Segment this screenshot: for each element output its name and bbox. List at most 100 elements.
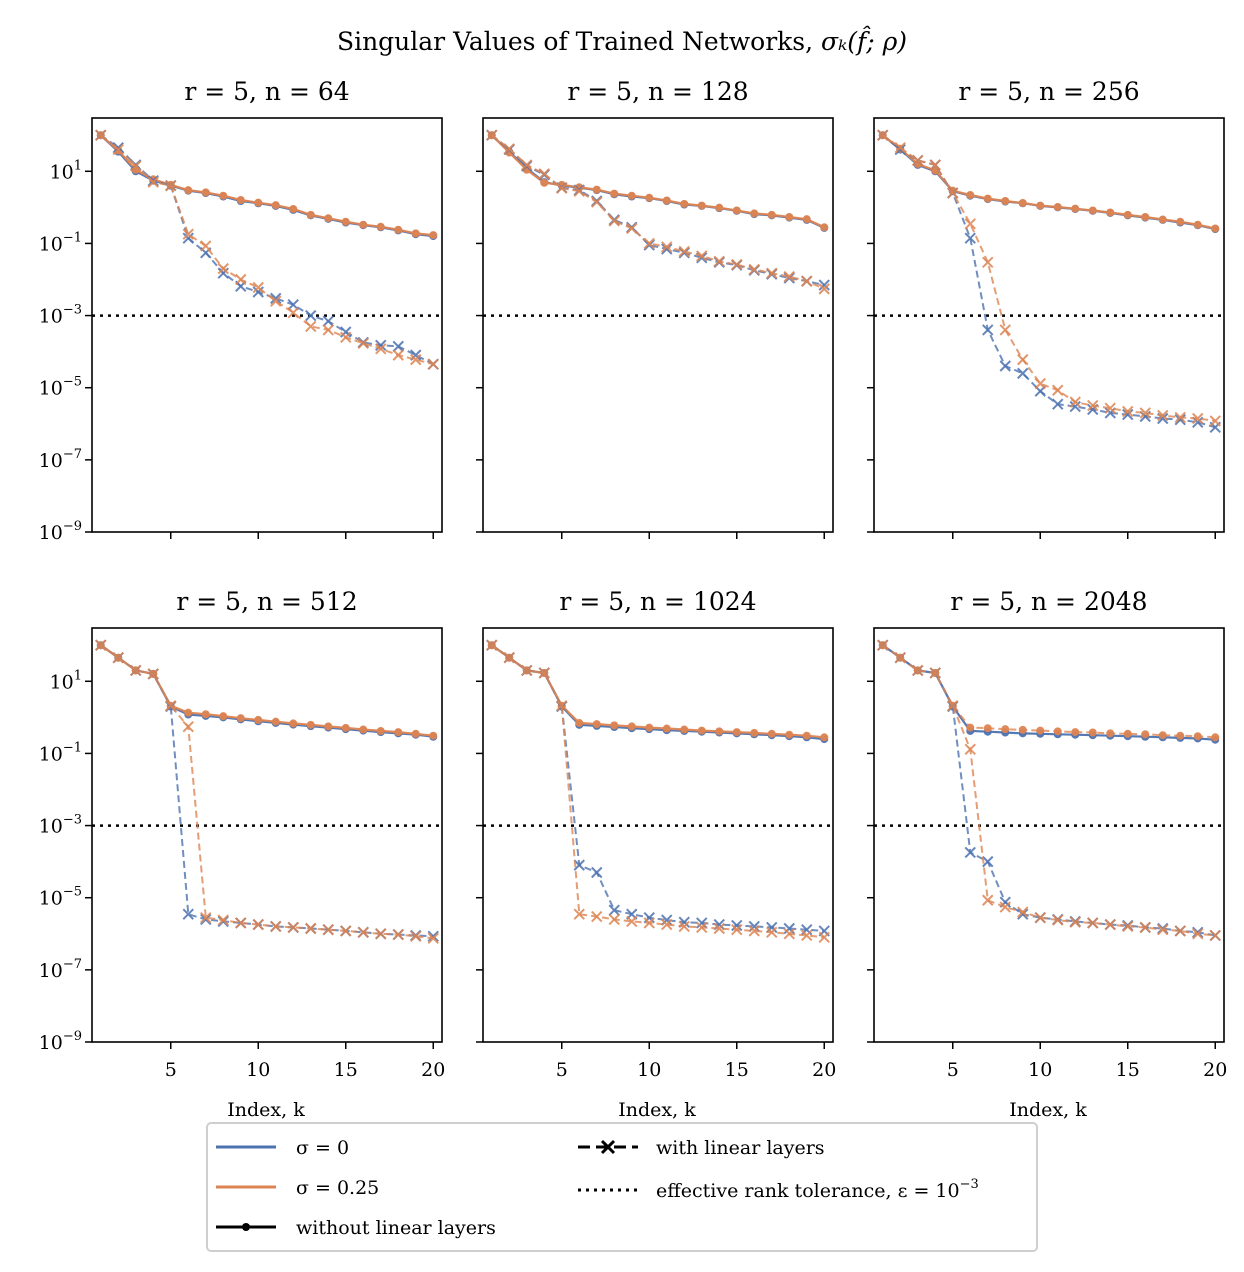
data-point-dot [201,188,210,197]
data-point-x [375,928,387,940]
y-tick-label: 10−7 [39,447,82,472]
data-point-x [608,913,620,926]
data-point-x [766,267,778,279]
data-point-x [713,255,725,267]
data-point-dot [324,722,333,731]
series-line-3 [491,644,825,932]
data-point-x [1139,921,1151,934]
x-tick-label: 5 [165,1059,177,1081]
data-point-x [357,337,369,350]
x-tick-label: 20 [1203,1059,1227,1081]
data-point-x [1069,400,1081,413]
data-point-dot [767,210,776,219]
data-point-x [999,360,1011,372]
series-line-3 [100,134,434,366]
suptitle-math: σₖ(f̂; ρ) [821,27,907,56]
subplot-title: r = 5, n = 256 [958,77,1139,106]
data-point-x [748,263,760,276]
data-point-x [392,340,404,353]
data-point-dot [1053,203,1062,212]
data-point-x [731,258,743,271]
data-point-x [392,349,404,361]
y-tick-label: 10−5 [39,375,82,400]
plot-frame [482,117,834,533]
data-point-x [147,176,159,188]
data-point-x [766,926,778,938]
data-point-x [982,894,994,906]
data-point-x [783,928,795,940]
data-point-dot [645,723,654,732]
data-point-x [392,928,404,941]
data-point-dot [802,731,811,740]
data-point-dot [1141,213,1150,222]
y-tick-label: 10−9 [39,519,82,544]
data-point-dot [1088,206,1097,215]
data-point-dot [1106,208,1115,217]
series-line-4 [100,134,434,366]
legend-label-sigma0: σ = 0 [296,1137,349,1159]
data-point-dot [966,723,975,732]
data-point-dot [394,225,403,234]
y-tick-label: 10−9 [39,1029,82,1054]
data-point-x [999,324,1011,336]
data-point-x [503,143,515,155]
legend: σ = 0 σ = 0.25 without linear layers wit… [206,1122,1038,1252]
data-point-dot [306,720,315,729]
data-point-x [783,270,795,283]
y-tick-exponent: −5 [63,885,82,900]
x-axis-label: Index, k [227,1099,305,1121]
data-point-dot [1001,197,1010,206]
data-point-x [322,324,334,336]
data-point-dot [610,721,619,730]
data-point-dot [1211,733,1220,742]
data-point-x [200,240,212,252]
data-point-x [538,667,550,679]
y-tick-exponent: −7 [63,957,82,972]
data-point-x [801,275,813,287]
data-point-x [1034,911,1046,924]
data-point-x [1087,917,1099,929]
data-point-dot [289,205,298,214]
x-tick-label: 20 [812,1059,836,1081]
data-point-dot [1193,220,1202,229]
data-point-x [1034,377,1046,390]
x-tick-label: 15 [725,1059,749,1081]
data-point-dot [376,222,385,231]
plot-frame [873,117,1225,533]
data-point-dot [540,178,549,187]
data-point-x [643,917,655,929]
legend-label-with-linear: with linear layers [656,1137,825,1159]
data-point-x [1069,916,1081,928]
series-group [486,639,830,943]
data-point-x [964,743,976,756]
y-tick-base: 10 [39,233,63,255]
data-point-dot [236,195,245,204]
legend-entry-tolerance: effective rank tolerance, ε = 10−3 [578,1177,979,1202]
data-point-x [661,918,673,931]
data-point-dot [592,720,601,729]
y-tick-label: 10−1 [39,230,82,255]
data-point-x [521,664,533,677]
data-point-dot [429,231,438,240]
data-point-x [375,343,387,355]
data-point-x [182,232,194,244]
data-point-x [626,222,638,235]
data-point-dot [1018,199,1027,208]
data-point-x [1104,918,1116,931]
y-tick-base: 10 [39,306,63,328]
series-line-3 [100,644,434,938]
data-point-x [818,931,830,943]
data-point-dot [767,729,776,738]
legend-label-sigma025: σ = 0.25 [296,1177,379,1199]
data-point-x [1174,411,1186,424]
data-point-x [305,309,317,322]
data-point-dot [680,199,689,208]
y-tick-exponent: −9 [63,519,82,534]
plot-frame [91,627,443,1043]
data-point-x [305,922,317,935]
data-point-x [235,917,247,929]
data-point-x [322,315,334,327]
x-axis-label: Index, k [1009,1099,1087,1121]
data-point-x [894,142,906,154]
subplot-title: r = 5, n = 128 [567,77,748,106]
